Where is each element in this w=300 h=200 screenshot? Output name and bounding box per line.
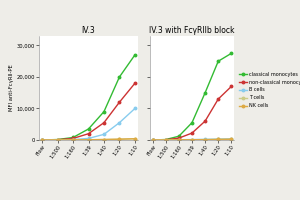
Legend: classical monocytes, non-classical monocytes, B cells, T cells, NK cells: classical monocytes, non-classical monoc… <box>239 72 300 108</box>
B cells <box>230 138 233 140</box>
T cells <box>71 139 75 141</box>
non-classical monocytes <box>102 121 106 124</box>
Line: classical monocytes: classical monocytes <box>41 54 136 141</box>
T cells <box>151 139 154 141</box>
Line: T cells: T cells <box>152 138 232 141</box>
T cells <box>164 139 167 141</box>
B cells <box>151 139 154 141</box>
T cells <box>118 138 121 140</box>
NK cells <box>133 138 137 140</box>
T cells <box>87 139 90 141</box>
classical monocytes <box>164 138 167 141</box>
NK cells <box>118 138 121 140</box>
non-classical monocytes <box>71 137 75 140</box>
Line: T cells: T cells <box>41 137 136 141</box>
NK cells <box>40 139 44 141</box>
B cells <box>56 139 59 141</box>
non-classical monocytes <box>87 132 90 135</box>
non-classical monocytes <box>56 139 59 141</box>
non-classical monocytes <box>217 98 220 100</box>
non-classical monocytes <box>177 137 181 139</box>
NK cells <box>102 138 106 141</box>
B cells <box>102 133 106 136</box>
T cells <box>40 139 44 141</box>
classical monocytes <box>230 52 233 55</box>
B cells <box>164 139 167 141</box>
B cells <box>217 138 220 140</box>
classical monocytes <box>102 110 106 113</box>
T cells <box>190 139 194 141</box>
non-classical monocytes <box>230 85 233 88</box>
T cells <box>133 138 137 140</box>
classical monocytes <box>217 60 220 62</box>
classical monocytes <box>133 54 137 56</box>
Line: NK cells: NK cells <box>152 138 232 141</box>
T cells <box>203 138 207 141</box>
B cells <box>87 137 90 140</box>
non-classical monocytes <box>190 132 194 134</box>
non-classical monocytes <box>40 139 44 141</box>
B cells <box>190 138 194 141</box>
NK cells <box>177 139 181 141</box>
Title: IV.3 with FcγRIIb block: IV.3 with FcγRIIb block <box>149 26 235 35</box>
B cells <box>40 139 44 141</box>
classical monocytes <box>87 128 90 130</box>
T cells <box>177 139 181 141</box>
NK cells <box>230 138 233 140</box>
non-classical monocytes <box>151 139 154 141</box>
NK cells <box>56 139 59 141</box>
classical monocytes <box>71 136 75 139</box>
classical monocytes <box>40 139 44 141</box>
NK cells <box>164 139 167 141</box>
NK cells <box>203 138 207 141</box>
classical monocytes <box>177 135 181 137</box>
B cells <box>118 121 121 124</box>
Line: non-classical monocytes: non-classical monocytes <box>152 85 232 141</box>
B cells <box>177 139 181 141</box>
B cells <box>71 138 75 141</box>
Line: B cells: B cells <box>152 137 232 141</box>
classical monocytes <box>151 139 154 141</box>
non-classical monocytes <box>133 82 137 84</box>
T cells <box>230 138 233 140</box>
Line: classical monocytes: classical monocytes <box>152 52 232 141</box>
Y-axis label: MFI anti-FcγRII-PE: MFI anti-FcγRII-PE <box>9 65 14 111</box>
Line: non-classical monocytes: non-classical monocytes <box>41 82 136 141</box>
non-classical monocytes <box>164 139 167 141</box>
NK cells <box>190 139 194 141</box>
T cells <box>56 139 59 141</box>
Line: NK cells: NK cells <box>41 137 136 141</box>
NK cells <box>87 139 90 141</box>
NK cells <box>151 139 154 141</box>
classical monocytes <box>56 138 59 141</box>
classical monocytes <box>190 121 194 124</box>
NK cells <box>217 138 220 141</box>
Line: B cells: B cells <box>41 107 136 141</box>
non-classical monocytes <box>203 120 207 122</box>
Title: IV.3: IV.3 <box>82 26 95 35</box>
B cells <box>203 138 207 141</box>
classical monocytes <box>203 92 207 94</box>
non-classical monocytes <box>118 101 121 103</box>
classical monocytes <box>118 76 121 78</box>
T cells <box>102 138 106 141</box>
NK cells <box>71 139 75 141</box>
T cells <box>217 138 220 141</box>
B cells <box>133 107 137 110</box>
